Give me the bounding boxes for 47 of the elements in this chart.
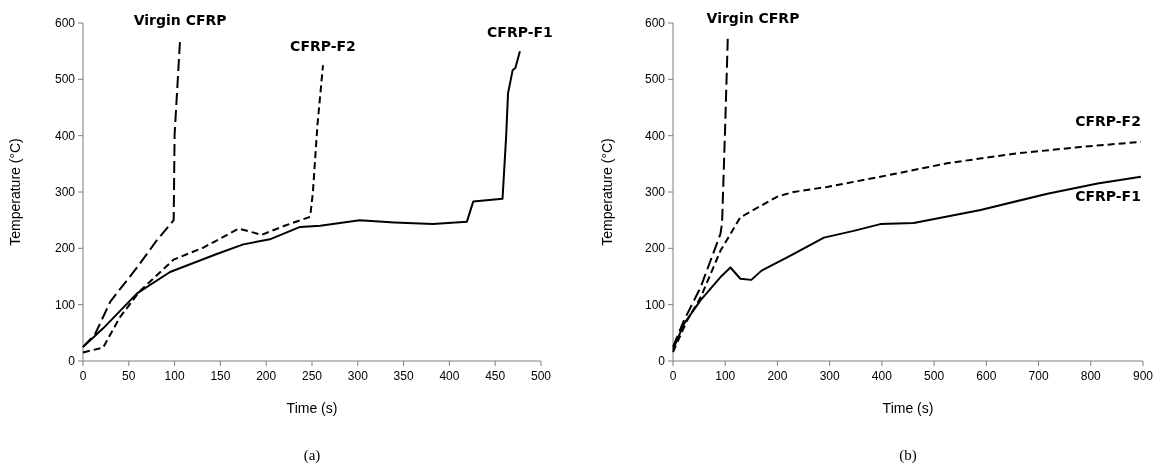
x-axis-title: Time (s)	[882, 400, 934, 416]
x-tick-label: 50	[122, 369, 136, 383]
x-tick-label: 400	[439, 369, 460, 383]
y-axis-title: Temperature (°C)	[599, 138, 615, 246]
y-tick-label: 400	[54, 128, 76, 143]
series-label: CFRP-F1	[487, 24, 553, 41]
series-label: CFRP-F2	[1075, 112, 1141, 129]
y-tick-label: 200	[54, 241, 76, 256]
x-tick-label: 200	[767, 369, 788, 383]
y-tick-label: 0	[658, 354, 666, 368]
y-tick-label: 300	[644, 185, 666, 199]
x-tick-label: 100	[164, 369, 185, 383]
x-tick-label: 200	[256, 369, 277, 383]
x-tick-label: 700	[1028, 369, 1049, 383]
x-tick-label: 450	[485, 369, 506, 383]
x-tick-label: 250	[301, 369, 323, 383]
x-tick-label: 400	[871, 369, 893, 383]
text: (b)	[899, 447, 917, 464]
series-label: CFRP-F1	[1075, 187, 1141, 204]
y-tick-label: 100	[644, 297, 666, 312]
x-tick-label: 300	[347, 369, 369, 383]
y-tick-label: 0	[68, 354, 76, 368]
y-tick-label: 500	[644, 72, 666, 87]
y-tick-label: 600	[54, 16, 76, 30]
x-tick-label: 500	[924, 369, 945, 383]
x-tick-label: 0	[669, 369, 677, 383]
x-tick-label: 900	[1132, 369, 1154, 383]
series-label: Virgin CFRP	[133, 12, 227, 29]
x-tick-label: 600	[976, 369, 997, 383]
series-label: CFRP-F2	[290, 38, 356, 55]
y-tick-label: 100	[54, 297, 76, 312]
y-tick-label: 400	[644, 128, 666, 143]
y-axis-title: Temperature (°C)	[7, 138, 23, 246]
series-label: Virgin CFRP	[706, 9, 800, 26]
x-tick-label: 350	[393, 369, 414, 383]
y-tick-label: 300	[54, 185, 76, 199]
y-tick-label: 500	[54, 72, 76, 87]
x-tick-label: 0	[79, 369, 87, 383]
x-tick-label: 150	[210, 369, 231, 383]
x-tick-label: 800	[1080, 369, 1102, 383]
text: (a)	[303, 447, 321, 464]
y-tick-label: 600	[644, 16, 666, 30]
y-tick-label: 200	[644, 241, 666, 256]
x-tick-label: 100	[715, 369, 736, 383]
x-tick-label: 500	[530, 369, 552, 383]
x-axis-title: Time (s)	[286, 400, 338, 416]
x-tick-label: 300	[819, 369, 840, 383]
